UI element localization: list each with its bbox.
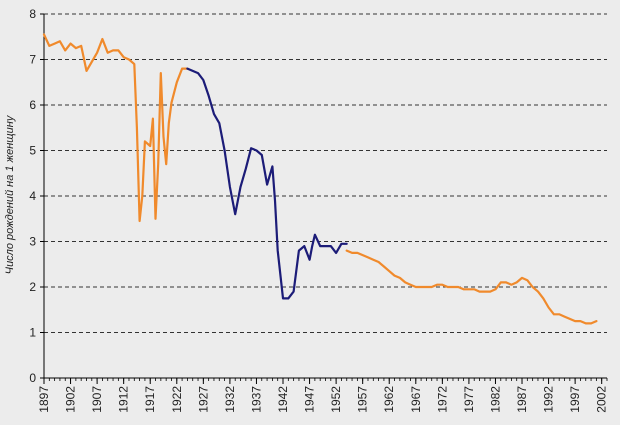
x-tick-label: 1937	[249, 386, 263, 413]
y-tick-label: 7	[29, 53, 36, 67]
x-tick-label: 1967	[409, 386, 423, 413]
x-tick-label: 1907	[90, 386, 104, 413]
x-tick-label: 1972	[435, 386, 449, 413]
y-tick-label: 8	[29, 7, 36, 21]
x-tick-label: 1997	[568, 386, 582, 413]
x-tick-label: 1977	[462, 386, 476, 413]
x-tick-label: 1927	[196, 386, 210, 413]
series-line-1	[42, 33, 189, 223]
y-tick-label: 1	[29, 326, 36, 340]
y-tick-label: 6	[29, 98, 36, 112]
x-tick-label: 1992	[542, 386, 556, 413]
x-tick-label: 1912	[117, 386, 131, 413]
x-tick-label: 1922	[170, 386, 184, 413]
series-line-3	[345, 249, 598, 325]
y-tick-label: 2	[29, 280, 36, 294]
x-tick-label: 1917	[143, 386, 157, 413]
x-tick-label: 1957	[356, 386, 370, 413]
axes	[40, 13, 608, 384]
y-axis-title: Число рождений на 1 женщину	[4, 114, 16, 274]
x-tick-label: 1987	[515, 386, 529, 413]
y-tick-label: 4	[29, 189, 36, 203]
series-line-2	[186, 67, 348, 300]
x-tick-label: 1932	[223, 386, 237, 413]
x-tick-label: 1947	[303, 386, 317, 413]
x-tick-label: 2002	[595, 386, 609, 413]
x-tick-label: 1982	[488, 386, 502, 413]
y-tick-label: 3	[29, 235, 36, 249]
y-tick-labels: 0 1 2 3 4 5 6 7 8	[29, 7, 36, 385]
x-tick-label: 1942	[276, 386, 290, 413]
x-tick-labels: 1897 1902 1907 1912 1917 1922 1927 1932 1937 1942…	[37, 386, 609, 413]
y-tick-label: 5	[29, 144, 36, 158]
x-tick-label: 1962	[382, 386, 396, 413]
y-tick-label: 0	[29, 371, 36, 385]
series-lines	[42, 33, 598, 325]
gridlines	[44, 13, 607, 333]
x-tick-label: 1902	[64, 386, 78, 413]
x-tick-label: 1952	[329, 386, 343, 413]
x-tick-label: 1897	[37, 386, 51, 413]
